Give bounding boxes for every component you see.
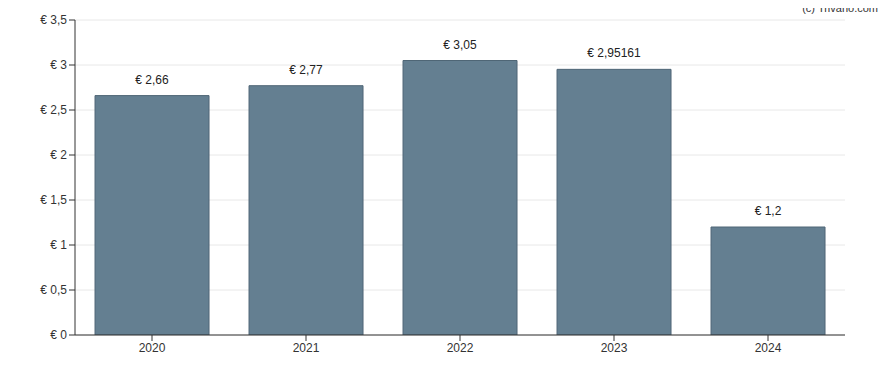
svg-text:2023: 2023: [601, 341, 628, 355]
svg-text:€ 2: € 2: [50, 148, 67, 162]
svg-text:€ 3: € 3: [50, 58, 67, 72]
svg-text:€ 0: € 0: [50, 328, 67, 342]
svg-text:2024: 2024: [755, 341, 782, 355]
svg-text:€ 2,66: € 2,66: [135, 73, 169, 87]
html-text:(c) Trivano.com: (c) Trivano.com: [802, 2, 878, 14]
svg-text:€ 2,95161: € 2,95161: [587, 46, 641, 60]
svg-text:€ 1,5: € 1,5: [40, 193, 67, 207]
svg-text:2021: 2021: [293, 341, 320, 355]
svg-text:€ 2,77: € 2,77: [289, 63, 323, 77]
svg-text:€ 0,5: € 0,5: [40, 283, 67, 297]
svg-text:€ 1: € 1: [50, 238, 67, 252]
svg-text:€ 3,5: € 3,5: [40, 13, 67, 27]
svg-text:€ 3,05: € 3,05: [443, 38, 477, 52]
svg-text:2022: 2022: [447, 341, 474, 355]
svg-text:2020: 2020: [139, 341, 166, 355]
svg-text:€ 2,5: € 2,5: [40, 103, 67, 117]
svg-text:€ 1,2: € 1,2: [755, 204, 782, 218]
